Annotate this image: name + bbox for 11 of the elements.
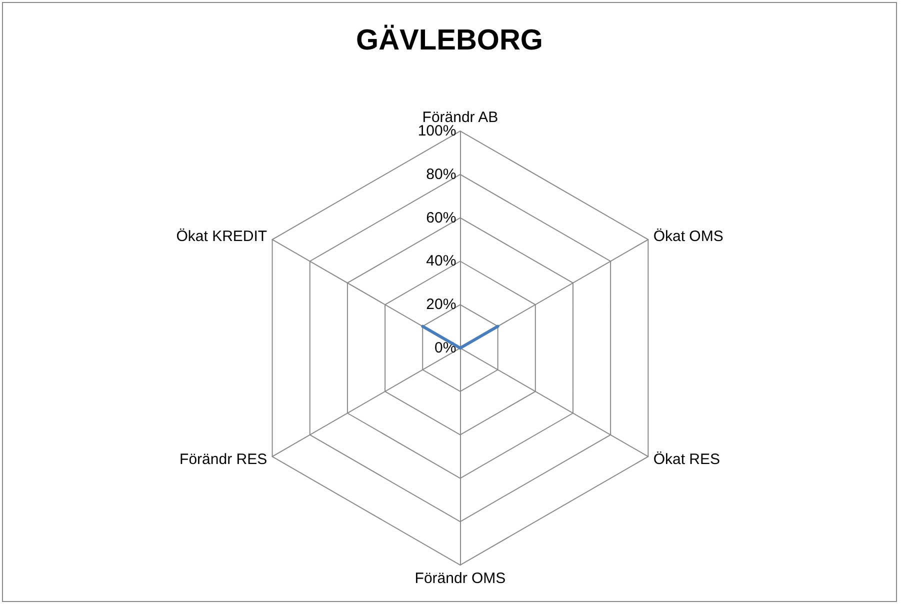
y-tick-label: 60% [426,209,456,226]
chart-title: GÄVLEBORG [356,24,543,56]
y-tick-label: 20% [426,296,456,314]
y-tick-label: 40% [426,252,456,270]
y-tick-label: 0% [434,340,456,357]
y-tick-label: 80% [426,166,456,183]
spoke-label: Förändr RES [180,451,268,468]
spoke-label: Ökat KREDIT [176,228,268,246]
spoke-label: Förändr OMS [414,570,506,588]
spoke-label: Ökat OMS [653,228,724,246]
spoke-label: Ökat RES [653,451,720,468]
